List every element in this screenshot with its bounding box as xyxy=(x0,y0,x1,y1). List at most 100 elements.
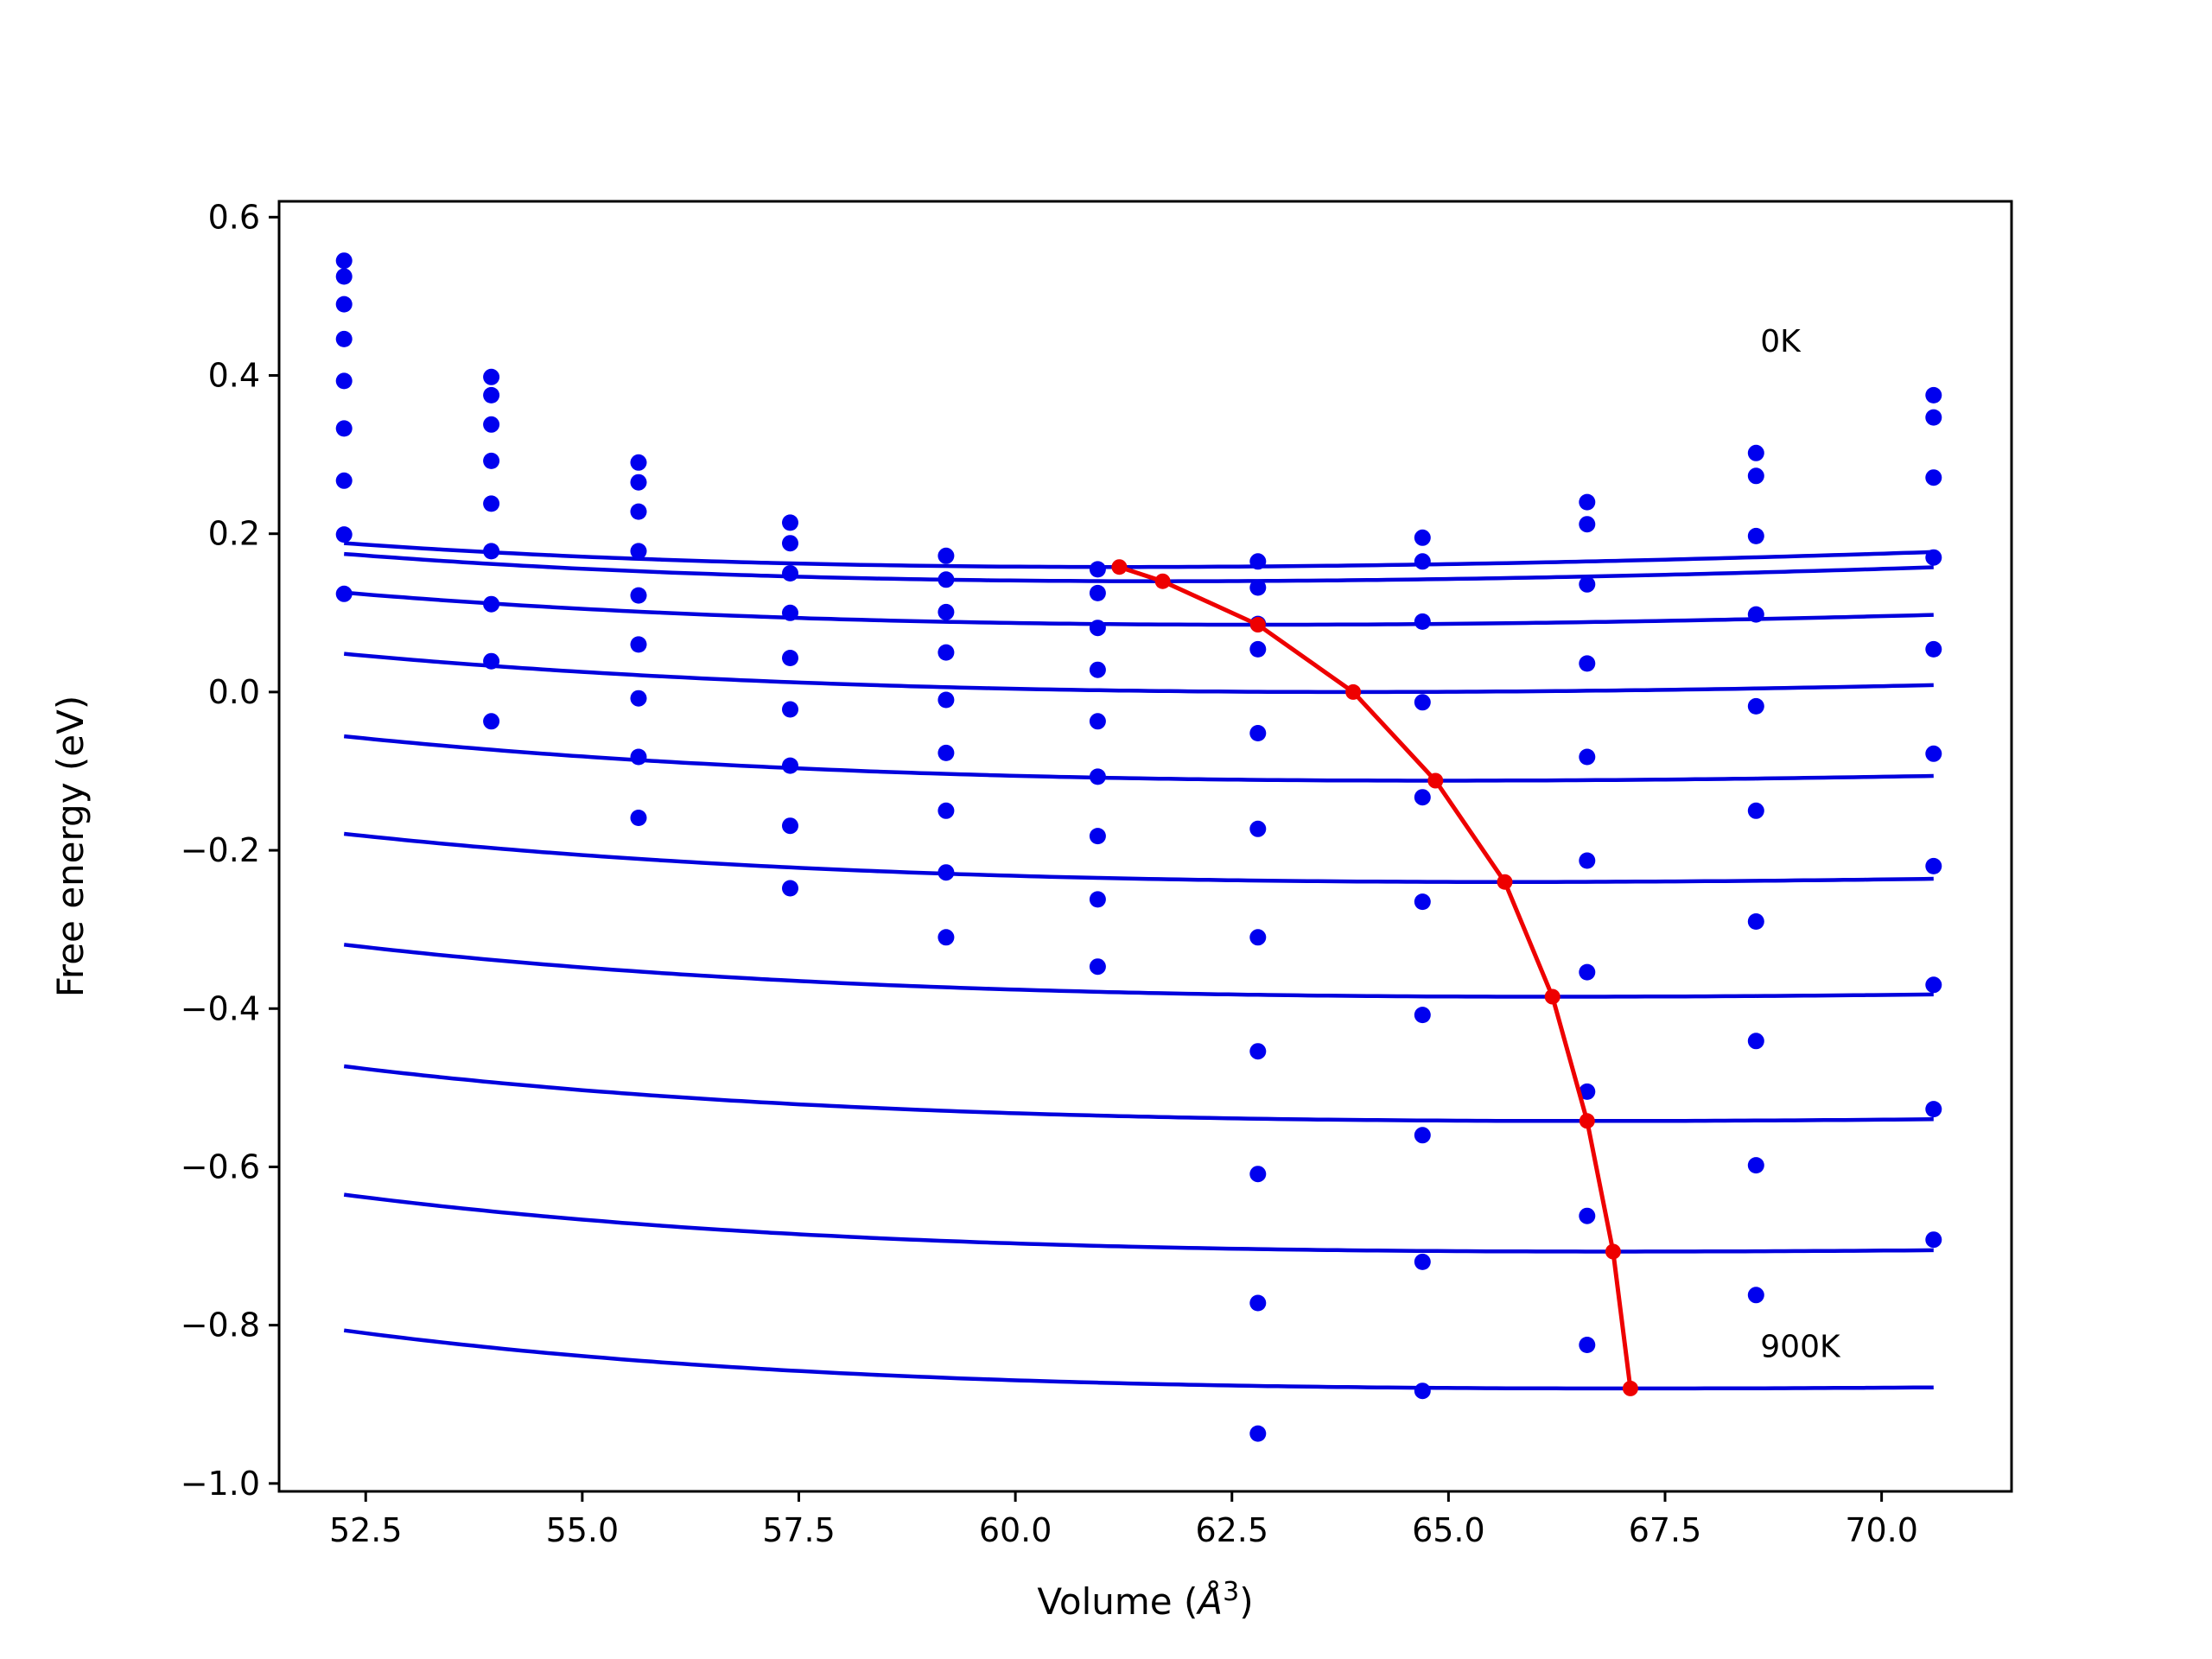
minimum-point xyxy=(1497,874,1513,890)
data-point xyxy=(1089,620,1106,637)
data-point xyxy=(1747,527,1764,544)
data-point xyxy=(1414,893,1431,911)
data-point xyxy=(1089,584,1106,601)
data-point xyxy=(1925,1231,1942,1249)
x-tick-label: 70.0 xyxy=(1845,1511,1918,1549)
minimum-point xyxy=(1605,1243,1621,1260)
data-point xyxy=(1089,713,1106,730)
data-point xyxy=(782,880,798,897)
data-point xyxy=(630,587,647,604)
data-point xyxy=(1925,976,1942,994)
data-point xyxy=(335,585,353,602)
data-point xyxy=(335,268,353,285)
data-point xyxy=(630,503,647,520)
data-point xyxy=(1579,1207,1596,1224)
data-point xyxy=(630,748,647,766)
data-point xyxy=(1579,493,1596,511)
data-point xyxy=(1579,575,1596,593)
data-point xyxy=(483,452,500,469)
data-point xyxy=(1925,386,1942,404)
data-point xyxy=(1249,929,1267,946)
data-point xyxy=(1249,1294,1267,1312)
data-point xyxy=(630,690,647,707)
data-point xyxy=(782,701,798,718)
data-point xyxy=(1089,958,1106,976)
data-point xyxy=(782,757,798,774)
y-tick-label: −0.4 xyxy=(181,989,260,1027)
data-point xyxy=(1747,444,1764,461)
data-point xyxy=(1089,661,1106,678)
data-point xyxy=(483,595,500,613)
data-point xyxy=(1579,748,1596,766)
data-point xyxy=(1249,579,1267,596)
temperature-annotation: 0K xyxy=(1760,324,1802,359)
data-point xyxy=(782,817,798,835)
x-tick-label: 60.0 xyxy=(979,1511,1052,1549)
fit-curve-6 xyxy=(343,943,1934,999)
x-tick-label: 67.5 xyxy=(1629,1511,1702,1549)
x-tick-label: 52.5 xyxy=(329,1511,403,1549)
minimum-point xyxy=(1579,1113,1595,1129)
x-axis-title: Volume (Å3) xyxy=(1037,1577,1253,1623)
fit-curves-layer xyxy=(343,541,1934,1391)
data-point xyxy=(938,802,955,819)
data-point xyxy=(938,644,955,661)
x-tick-label: 57.5 xyxy=(762,1511,836,1549)
data-point xyxy=(782,535,798,552)
data-point xyxy=(1747,1157,1764,1174)
data-point xyxy=(938,929,955,946)
data-point xyxy=(335,330,353,347)
data-point xyxy=(335,372,353,390)
data-point xyxy=(1747,913,1764,930)
data-point xyxy=(782,650,798,666)
data-point xyxy=(1747,606,1764,623)
data-point xyxy=(483,416,500,433)
data-point xyxy=(1925,549,1942,566)
data-point xyxy=(1414,1253,1431,1270)
data-point xyxy=(335,252,353,270)
x-tick-label: 65.0 xyxy=(1412,1511,1485,1549)
data-point xyxy=(335,472,353,489)
data-points-layer xyxy=(335,252,1942,1442)
minimum-point xyxy=(1111,559,1128,575)
minimum-point xyxy=(1154,573,1171,589)
y-axis-title: Free energy (eV) xyxy=(49,696,92,998)
fit-curve-0 xyxy=(344,541,1934,569)
x-axis: 52.5 55.0 57.5 60.0 62.5 65.0 67.5 70.0 xyxy=(329,1491,1918,1549)
y-tick-label: −0.8 xyxy=(181,1306,260,1344)
annotations-layer: 0K 900K xyxy=(1760,324,1841,1364)
data-point xyxy=(483,652,500,670)
data-point xyxy=(1249,820,1267,837)
data-point xyxy=(1579,655,1596,672)
data-point xyxy=(483,368,500,385)
minimum-point xyxy=(1427,772,1444,789)
data-point xyxy=(1414,529,1431,546)
data-point xyxy=(938,691,955,709)
fit-curve-4 xyxy=(343,734,1934,783)
data-point xyxy=(1579,852,1596,869)
data-point xyxy=(1414,789,1431,806)
data-point xyxy=(1089,828,1106,845)
data-point xyxy=(938,603,955,620)
data-point xyxy=(483,713,500,730)
data-point xyxy=(1249,1166,1267,1183)
data-point xyxy=(1089,768,1106,785)
data-point xyxy=(1925,409,1942,426)
fit-curve-3 xyxy=(343,652,1934,695)
temperature-annotation: 900K xyxy=(1760,1329,1841,1364)
fit-curve-9 xyxy=(343,1328,1934,1391)
data-point xyxy=(1747,1033,1764,1050)
y-tick-label: −0.6 xyxy=(181,1147,260,1185)
data-point xyxy=(1249,553,1267,570)
data-point xyxy=(782,604,798,621)
fit-curve-5 xyxy=(343,831,1934,884)
data-point xyxy=(335,526,353,543)
data-point xyxy=(1925,469,1942,486)
y-tick-label: 0.6 xyxy=(208,198,260,236)
data-point xyxy=(1089,561,1106,578)
data-point xyxy=(1925,857,1942,874)
fit-curve-1 xyxy=(344,551,1934,583)
data-point xyxy=(1249,1425,1267,1442)
minimum-point xyxy=(1544,988,1560,1005)
